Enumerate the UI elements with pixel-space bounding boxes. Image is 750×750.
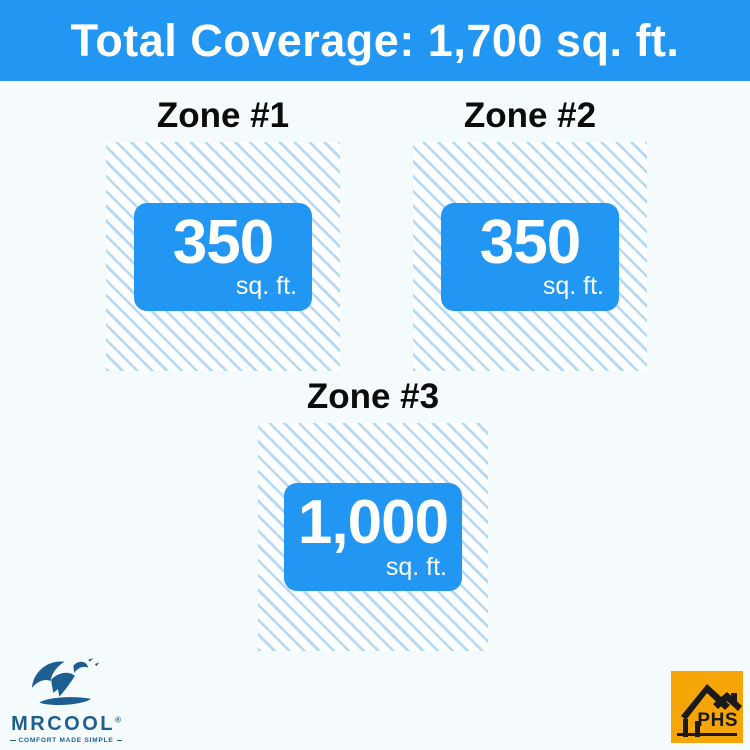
mrcool-tagline: COMFORT MADE SIMPLE — [10, 737, 123, 744]
zone-2-coverage-badge: 350 sq. ft. — [441, 202, 619, 311]
zone-2-value: 350 — [479, 207, 581, 277]
zone-3-title: Zone #3 — [306, 377, 440, 416]
zone-3-value: 1,000 — [297, 488, 449, 558]
zone-3-coverage-badge: 1,000 sq. ft. — [284, 483, 462, 591]
penguin-mascot-icon — [31, 658, 100, 706]
zone-2-title: Zone #2 — [463, 96, 597, 135]
house-roof-icon — [681, 684, 742, 737]
mrcool-logo: MRCOOL® COMFORT MADE SIMPLE — [10, 655, 123, 744]
header-banner: Total Coverage: 1,700 sq. ft. — [0, 0, 750, 81]
zone-3-area: 1,000 sq. ft. — [258, 423, 488, 651]
zone-1-title: Zone #1 — [156, 96, 290, 135]
phs-logo: PHS — [671, 671, 743, 743]
tagline-rule-left — [10, 740, 16, 741]
mrcool-name-text: MRCOOL — [11, 713, 115, 735]
zone-2-area: 350 sq. ft. — [413, 142, 647, 371]
zone-1-value: 350 — [172, 207, 274, 277]
phs-underline — [677, 732, 737, 736]
registered-mark: ® — [114, 715, 121, 725]
tagline-text: COMFORT MADE SIMPLE — [18, 737, 114, 744]
zone-2-unit: sq. ft. — [542, 272, 604, 301]
phs-wordmark: PHS — [697, 710, 738, 731]
mrcool-wordmark: MRCOOL® — [10, 714, 122, 734]
tagline-rule-right — [116, 740, 123, 741]
zone-1-unit: sq. ft. — [235, 272, 297, 301]
total-coverage-title: Total Coverage: 1,700 sq. ft. — [70, 14, 680, 66]
zone-3-unit: sq. ft. — [385, 552, 447, 581]
zone-1-coverage-badge: 350 sq. ft. — [134, 202, 312, 311]
zone-1-area: 350 sq. ft. — [106, 142, 340, 371]
